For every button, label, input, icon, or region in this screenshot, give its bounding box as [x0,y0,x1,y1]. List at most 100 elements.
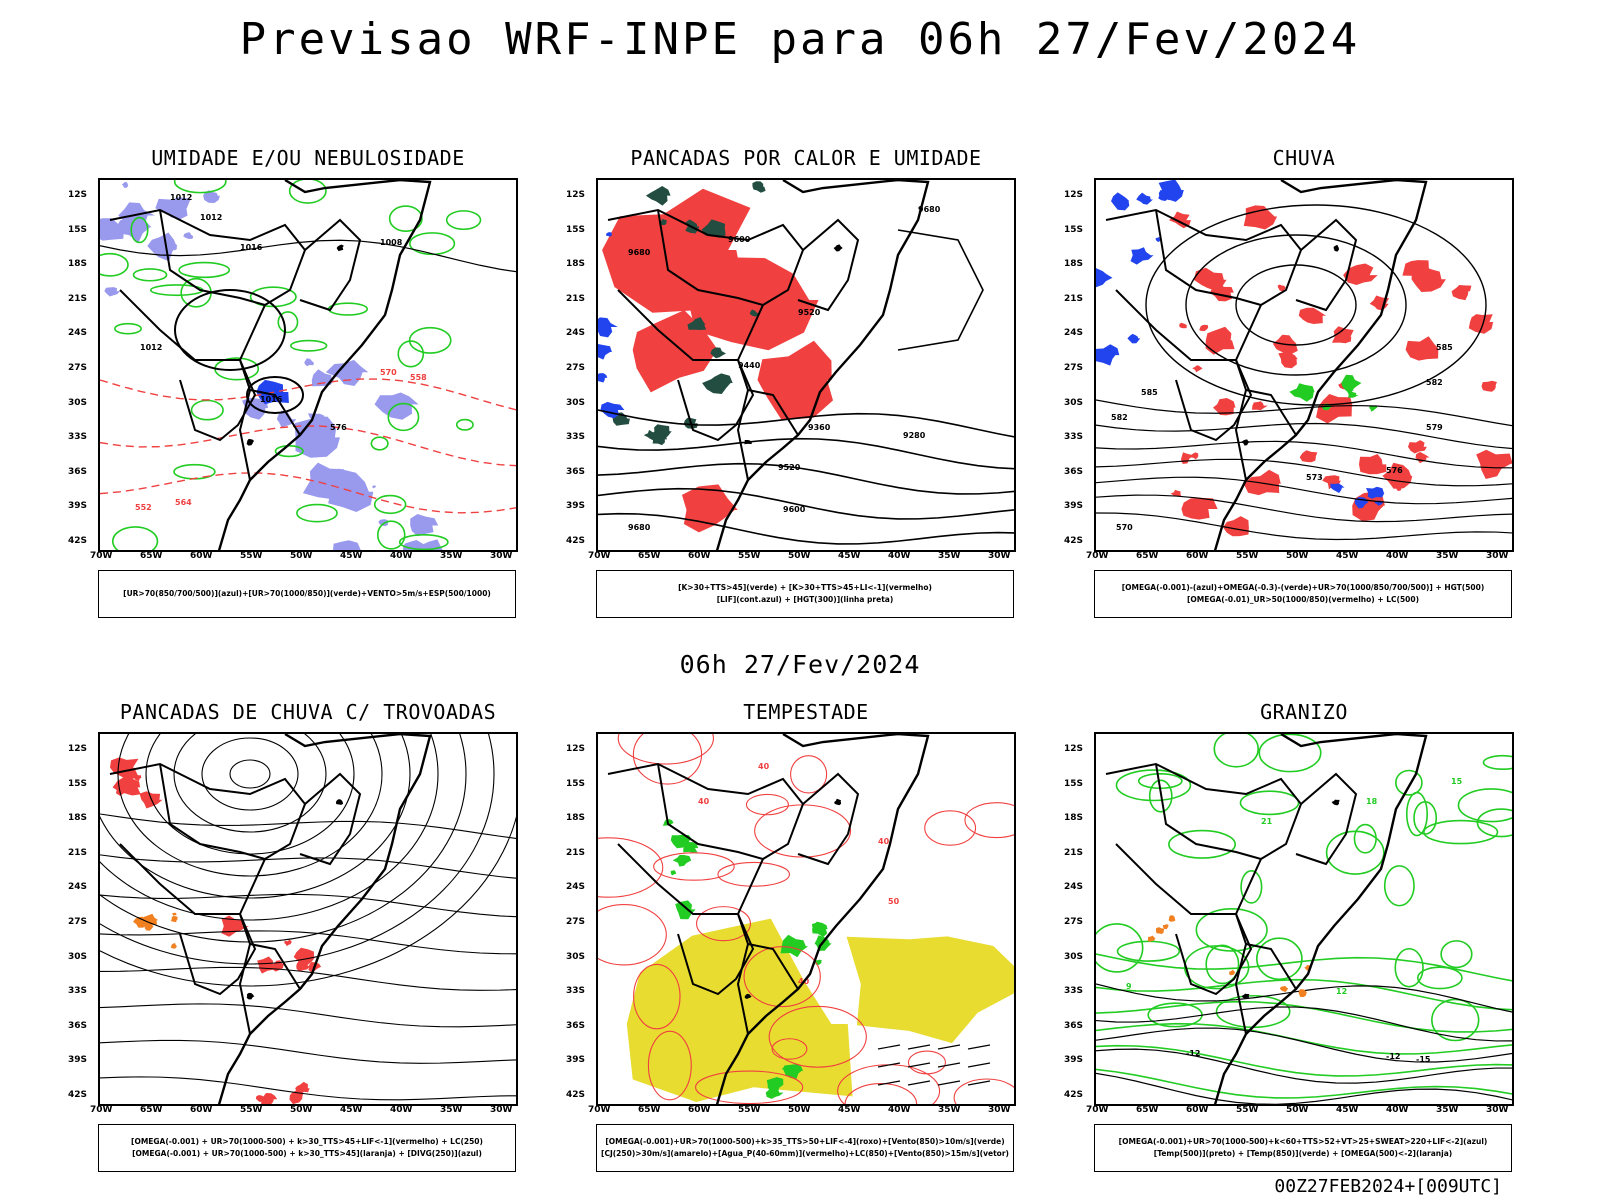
country-border [1175,359,1253,442]
humidity-700-area [311,369,334,387]
omega-area [1158,180,1184,202]
lon-tick-label: 30W [1486,551,1509,561]
lat-tick-label: 36S [566,466,586,477]
omega-500-area [1229,969,1236,976]
panel-4-title: PANCADAS DE CHUVA C/ TROVOADAS [119,700,497,724]
rain-area [1243,469,1281,496]
lat-tick-label: 12S [68,190,88,200]
lon-tick-label: 30W [490,1105,513,1115]
height-label: 9360 [808,423,831,432]
precipitable-water-contour [598,904,667,966]
panel-6-legend: [OMEGA(-0.001)+UR>70(1000-500)+k<60+TTS>… [1094,1124,1512,1172]
convective-instability-area [757,340,833,421]
lake-marker [834,798,842,806]
lat-tick-label: 27S [566,363,586,373]
coastline [715,734,930,1104]
lon-tick-label: 45W [838,551,861,561]
precipitable-water-contour [695,1070,804,1104]
wind-850-area [675,900,696,920]
lon-tick-label: 40W [888,1105,911,1115]
wind-vector [967,1044,991,1050]
lat-tick-label: 30S [68,951,88,962]
humidity-700-area [333,540,361,550]
lat-tick-label: 36S [566,1020,586,1031]
rain-area [1223,516,1249,537]
rain-area [1332,326,1354,344]
thickness-line [100,378,516,411]
country-border [119,843,240,915]
height-label: 9600 [783,505,806,514]
lat-tick-label: 18S [1064,813,1084,824]
country-border [1155,763,1262,860]
height-label: 576 [1386,466,1403,475]
lake-marker [744,993,752,999]
omega-area [1155,237,1162,242]
height-label: 9520 [778,463,801,472]
legend-line: [OMEGA(-0.001) + UR>70(1000-500) + k>30_… [132,1149,482,1158]
coastline [217,180,432,550]
humidity-1000-contour [398,533,449,550]
height-500-contour [1145,204,1487,406]
temp-500-contour [1096,1006,1512,1042]
country-border [1295,218,1358,312]
thickness-line [100,425,516,467]
country-border [1175,913,1253,996]
omega-area [1127,333,1141,344]
temp-850-contour [1148,779,1173,813]
lat-tick-label: 21S [68,293,88,304]
jet-core-area [626,918,853,1102]
precipitable-water-contour [844,1083,918,1104]
lon-tick-label: 65W [140,551,163,561]
lat-tick-label: 30S [1064,397,1084,408]
height-label: 573 [1306,473,1323,482]
heat-humidity-area [710,347,727,359]
precipitable-water-contour [617,734,715,765]
lake-marker [1333,244,1339,252]
temp-850-contour [1115,769,1192,802]
contour-label: 1012 [200,213,222,222]
temp-850-contour [1255,937,1303,981]
precipitable-water-contour [745,793,789,816]
country-border [159,763,266,860]
height-label: 9680 [628,523,651,532]
precipitable-water-contour [924,810,977,846]
streamline-250 [117,734,383,877]
temp-label: 9 [1126,982,1132,991]
lat-tick-label: 42S [1064,1090,1084,1100]
panel-3-plot: 585 582 579 576 573 570 585 582 [1096,180,1512,550]
wind-vector [877,1044,901,1050]
height-label: 585 [1436,343,1453,352]
rain-area [1192,365,1203,373]
lon-tick-label: 65W [140,1105,163,1115]
thunderstorm-area [296,960,311,972]
humidity-700-area [302,462,354,500]
country-border [1295,772,1358,866]
instability-area [142,913,159,927]
precipitable-water-contour [754,804,852,858]
heat-humidity-area [702,373,733,394]
lat-tick-label: 18S [68,259,88,270]
contour-label: 570 [380,368,397,377]
humidity-1000-contour [190,399,224,421]
wind-850-area [672,855,692,867]
lon-tick-label: 35W [938,551,961,561]
precipitable-water-contour [647,1030,692,1101]
lon-tick-label: 55W [1236,551,1259,561]
lon-tick-label: 50W [290,1105,313,1115]
wind-850-area [766,1077,784,1093]
lake-marker [335,799,344,805]
lon-tick-label: 40W [1386,1105,1409,1115]
lake-marker [1241,439,1250,446]
lon-tick-label: 60W [1186,1105,1209,1115]
country-border [797,218,860,312]
thunderstorm-area [284,939,292,947]
country-border [1245,389,1297,436]
lon-tick-label: 55W [738,551,761,561]
temp-850-contour [1416,966,1463,990]
humidity-700-area [104,287,121,297]
water-label: 40 [698,797,710,806]
streamline-250 [100,1076,516,1101]
rain-area [1179,322,1188,329]
humidity-700-area [121,181,129,188]
lat-tick-label: 24S [566,882,586,893]
